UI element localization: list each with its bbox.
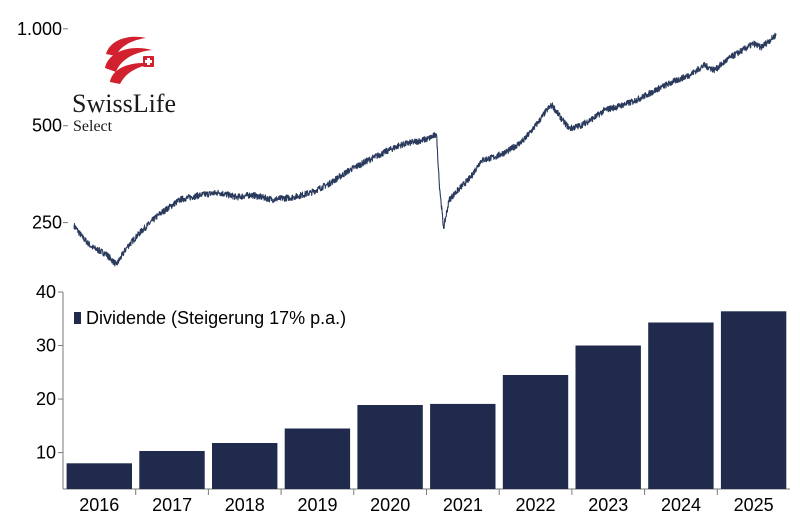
line-y-tick-1000: 1.000 [17, 19, 62, 39]
x-tick-2017: 2017 [152, 495, 192, 515]
legend-swatch [74, 312, 81, 324]
x-tick-2024: 2024 [661, 495, 701, 515]
legend: Dividende (Steigerung 17% p.a.) [74, 308, 346, 328]
x-tick-2019: 2019 [297, 495, 337, 515]
x-tick-2022: 2022 [515, 495, 555, 515]
brand-sub: Select [73, 118, 113, 135]
series-line-index [73, 32, 777, 267]
legend-label: Dividende (Steigerung 17% p.a.) [86, 308, 346, 328]
bar-panel: 10 20 30 40 2016 2017 2018 2019 2020 2021 2022 202… [36, 282, 790, 515]
bar-2024 [648, 322, 714, 489]
bar-y-tick-10: 10 [36, 443, 56, 463]
bars [66, 311, 787, 489]
bar-2020 [357, 405, 423, 489]
bar-2017 [139, 451, 205, 489]
bar-y-axis: 10 20 30 40 [36, 282, 63, 463]
bar-y-tick-30: 30 [36, 336, 56, 356]
bar-2018 [212, 443, 278, 489]
bar-y-tick-40: 40 [36, 282, 56, 302]
bar-x-axis: 2016 2017 2018 2019 2020 2021 2022 2023 2024 2025 [79, 489, 774, 515]
brand-name: SwissLife [72, 89, 176, 118]
x-tick-2020: 2020 [370, 495, 410, 515]
bar-2019 [284, 428, 351, 489]
x-tick-2025: 2025 [734, 495, 774, 515]
bar-y-tick-20: 20 [36, 389, 56, 409]
bar-2021 [430, 403, 496, 489]
x-tick-2021: 2021 [443, 495, 483, 515]
line-y-tick-250: 250 [32, 213, 62, 233]
line-y-axis: 250 500 1.000 [17, 19, 68, 233]
bar-2016 [66, 463, 132, 489]
bar-2022 [502, 375, 569, 489]
x-tick-2018: 2018 [225, 495, 265, 515]
bar-2025 [720, 311, 787, 489]
x-tick-2023: 2023 [588, 495, 628, 515]
logo-flame-icon [105, 36, 154, 84]
line-y-tick-500: 500 [32, 116, 62, 136]
bar-2023 [575, 345, 641, 489]
line-panel: 250 500 1.000 [17, 19, 777, 267]
swisslife-logo: SwissLife Select [68, 32, 192, 135]
x-tick-2016: 2016 [79, 495, 119, 515]
